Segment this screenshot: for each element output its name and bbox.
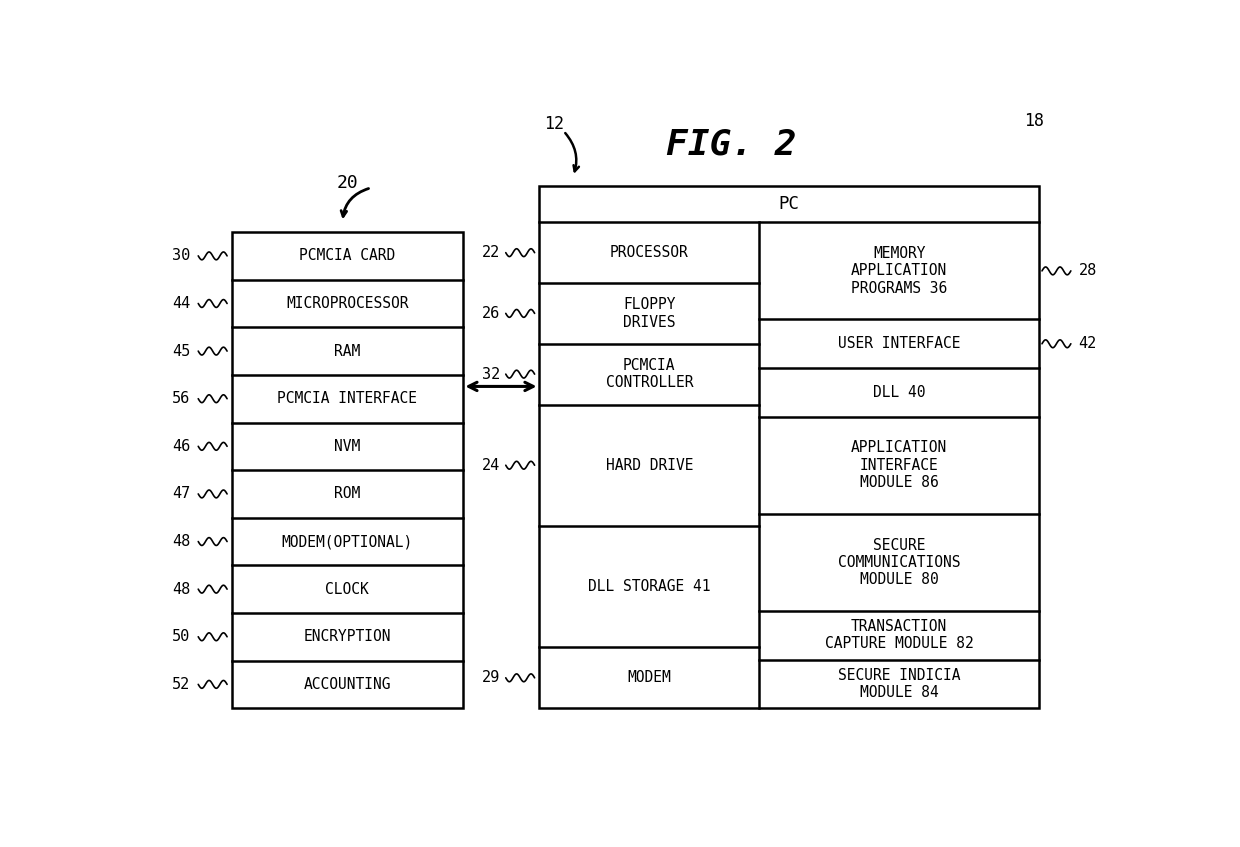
Text: 28: 28 [1079,263,1096,279]
Text: ROM: ROM [334,486,361,501]
Text: 46: 46 [172,439,191,454]
Bar [232,232,463,708]
Text: 24: 24 [482,457,500,473]
Text: APPLICATION
INTERFACE
MODULE 86: APPLICATION INTERFACE MODULE 86 [851,440,947,490]
Text: 45: 45 [172,344,191,358]
Text: ENCRYPTION: ENCRYPTION [304,629,391,645]
Text: 42: 42 [1079,336,1096,352]
Text: ACCOUNTING: ACCOUNTING [304,677,391,692]
Text: 26: 26 [482,306,500,321]
Text: SECURE INDICIA
MODULE 84: SECURE INDICIA MODULE 84 [838,667,961,700]
Text: HARD DRIVE: HARD DRIVE [605,457,693,473]
Text: MODEM(OPTIONAL): MODEM(OPTIONAL) [281,534,413,549]
Text: NVM: NVM [334,439,361,454]
Text: 44: 44 [172,296,191,311]
Text: 48: 48 [172,534,191,549]
Text: 29: 29 [482,670,500,685]
Text: TRANSACTION
CAPTURE MODULE 82: TRANSACTION CAPTURE MODULE 82 [825,619,973,651]
Text: FLOPPY
DRIVES: FLOPPY DRIVES [622,297,676,329]
Bar [539,186,1039,708]
Text: 18: 18 [1024,112,1044,130]
Text: MODEM: MODEM [627,670,671,685]
Text: 50: 50 [172,629,191,645]
Text: CLOCK: CLOCK [325,582,370,596]
Text: PROCESSOR: PROCESSOR [610,245,688,260]
Text: 52: 52 [172,677,191,692]
Text: PCMCIA
CONTROLLER: PCMCIA CONTROLLER [605,358,693,390]
Text: 32: 32 [482,367,500,382]
Text: 48: 48 [172,582,191,596]
Text: 20: 20 [336,174,358,192]
Text: MICROPROCESSOR: MICROPROCESSOR [286,296,408,311]
Text: DLL 40: DLL 40 [873,385,925,400]
Text: RAM: RAM [334,344,361,358]
Text: MEMORY
APPLICATION
PROGRAMS 36: MEMORY APPLICATION PROGRAMS 36 [851,246,947,296]
Text: FIG. 2: FIG. 2 [666,127,797,161]
Text: 47: 47 [172,486,191,501]
Text: PCMCIA CARD: PCMCIA CARD [299,248,396,263]
Text: SECURE
COMMUNICATIONS
MODULE 80: SECURE COMMUNICATIONS MODULE 80 [838,538,961,587]
Text: USER INTERFACE: USER INTERFACE [838,336,961,352]
Text: 30: 30 [172,248,191,263]
Text: PCMCIA INTERFACE: PCMCIA INTERFACE [278,391,417,407]
Text: PC: PC [779,196,800,213]
Text: 12: 12 [544,115,564,134]
Text: 22: 22 [482,245,500,260]
Text: 56: 56 [172,391,191,407]
Text: DLL STORAGE 41: DLL STORAGE 41 [588,579,711,595]
